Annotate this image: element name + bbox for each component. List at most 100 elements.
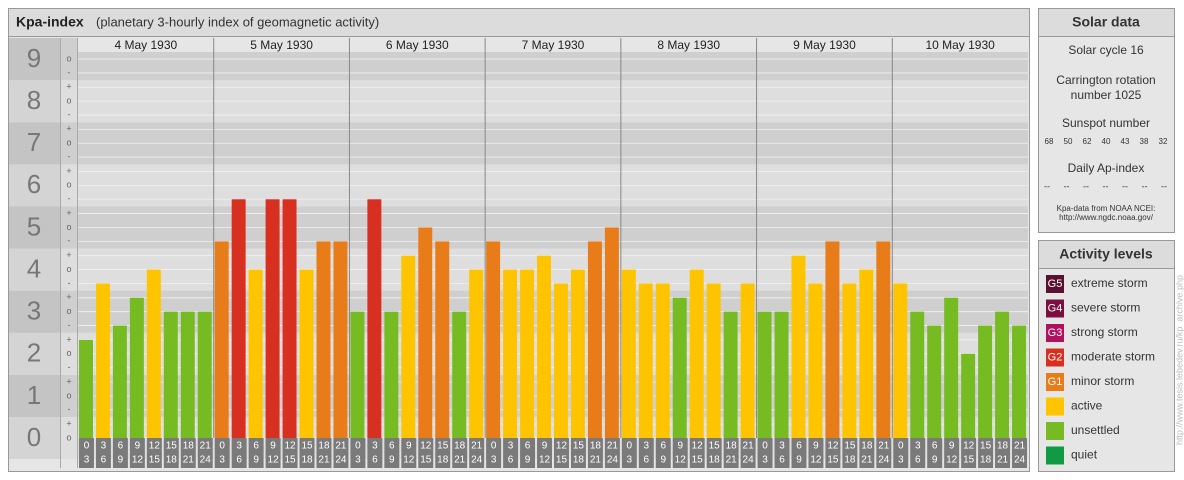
y-tick-label: 3: [27, 296, 41, 326]
hour-box: [842, 438, 858, 468]
hour-label: 0: [762, 441, 768, 452]
level-name: unsettled: [1071, 423, 1120, 437]
hour-box: [859, 438, 875, 468]
hour-label: 3: [779, 441, 785, 452]
bar: [503, 269, 518, 438]
hour-box: [554, 438, 569, 468]
bar: [808, 283, 823, 438]
chart-subtitle: (planetary 3-hourly index of geomagnetic…: [96, 14, 379, 29]
minor-tick-label: -: [68, 278, 71, 288]
hour-box: [621, 438, 637, 468]
bar: [146, 269, 161, 438]
hour-label: 21: [471, 441, 483, 452]
hour-label: 9: [660, 455, 666, 466]
hour-box: [197, 438, 213, 468]
y-tick-label: 6: [27, 169, 41, 199]
level-swatch: [1046, 446, 1064, 465]
hour-label: 18: [183, 441, 195, 452]
level-code: G4: [1048, 302, 1063, 314]
hour-label: 18: [997, 441, 1009, 452]
y-tick-label: 4: [27, 253, 41, 283]
y-tick-label: 1: [27, 380, 41, 410]
hour-label: 15: [420, 455, 432, 466]
ap-value: --: [1044, 181, 1050, 191]
hour-box: [587, 438, 603, 468]
minor-tick-label: -: [68, 109, 71, 119]
hour-label: 15: [149, 455, 161, 466]
hour-label: 15: [980, 441, 992, 452]
hour-label: 12: [827, 441, 839, 452]
bar: [621, 269, 636, 438]
hour-box: [79, 438, 94, 468]
bar: [689, 269, 704, 438]
day-label: 7 May 1930: [522, 38, 585, 52]
hour-label: 12: [946, 455, 958, 466]
hour-label: 3: [101, 441, 107, 452]
hour-label: 12: [810, 455, 822, 466]
hour-label: 15: [437, 441, 449, 452]
ap-value: --: [1122, 181, 1128, 191]
bar: [859, 269, 874, 438]
day-header: [78, 38, 1028, 52]
hour-label: 24: [1014, 455, 1026, 466]
hour-label: 0: [219, 441, 225, 452]
minor-tick-label: o: [66, 348, 71, 358]
sunspot-value: 40: [1102, 137, 1111, 146]
bar: [316, 241, 331, 438]
hour-label: 6: [101, 455, 107, 466]
bar: [706, 283, 721, 438]
hour-label: 6: [508, 455, 514, 466]
bar: [842, 283, 857, 438]
bar: [910, 311, 925, 438]
hour-label: 6: [779, 455, 785, 466]
level-swatch: [1046, 397, 1064, 416]
bar: [248, 269, 263, 438]
hour-label: 3: [762, 455, 768, 466]
bar: [825, 241, 840, 438]
level-code: G3: [1048, 327, 1063, 339]
bar: [893, 283, 908, 438]
level-label-band: [9, 416, 60, 459]
bar: [876, 241, 891, 438]
sunspot-label: Sunspot number: [1062, 116, 1150, 130]
hour-label: 21: [726, 455, 738, 466]
hour-label: 12: [539, 455, 551, 466]
hour-label: 21: [335, 441, 347, 452]
hour-label: 3: [236, 441, 242, 452]
sunspot-value: 68: [1045, 137, 1054, 146]
bar: [638, 283, 653, 438]
hour-box: [469, 438, 485, 468]
ap-value: --: [1161, 181, 1167, 191]
hour-box: [978, 438, 994, 468]
bar: [435, 241, 450, 438]
hour-label: 3: [491, 455, 497, 466]
bar: [587, 241, 602, 438]
hour-box: [384, 438, 400, 468]
hour-label: 12: [284, 441, 296, 452]
hour-box: [112, 438, 128, 468]
hour-label: 15: [284, 455, 296, 466]
sunspot-value: 50: [1064, 137, 1073, 146]
carrington: number 1025: [1071, 88, 1142, 102]
hour-label: 21: [861, 455, 873, 466]
bar: [1012, 325, 1026, 438]
hour-label: 3: [898, 455, 904, 466]
hour-label: 9: [389, 455, 395, 466]
y-tick-label: 5: [27, 211, 41, 241]
hour-label: 15: [692, 455, 704, 466]
bar: [350, 311, 365, 438]
bar: [672, 297, 687, 438]
bar: [214, 241, 229, 438]
hour-box: [129, 438, 145, 468]
minor-tick-label: +: [66, 292, 71, 302]
ap-value: --: [1064, 181, 1070, 191]
hour-box: [638, 438, 654, 468]
hour-box: [316, 438, 332, 468]
hour-label: 9: [525, 455, 531, 466]
ap-value: --: [1083, 181, 1089, 191]
hour-box: [520, 438, 536, 468]
solar-title: Solar data: [1072, 14, 1140, 30]
hour-box: [231, 438, 247, 468]
hour-label: 6: [915, 455, 921, 466]
